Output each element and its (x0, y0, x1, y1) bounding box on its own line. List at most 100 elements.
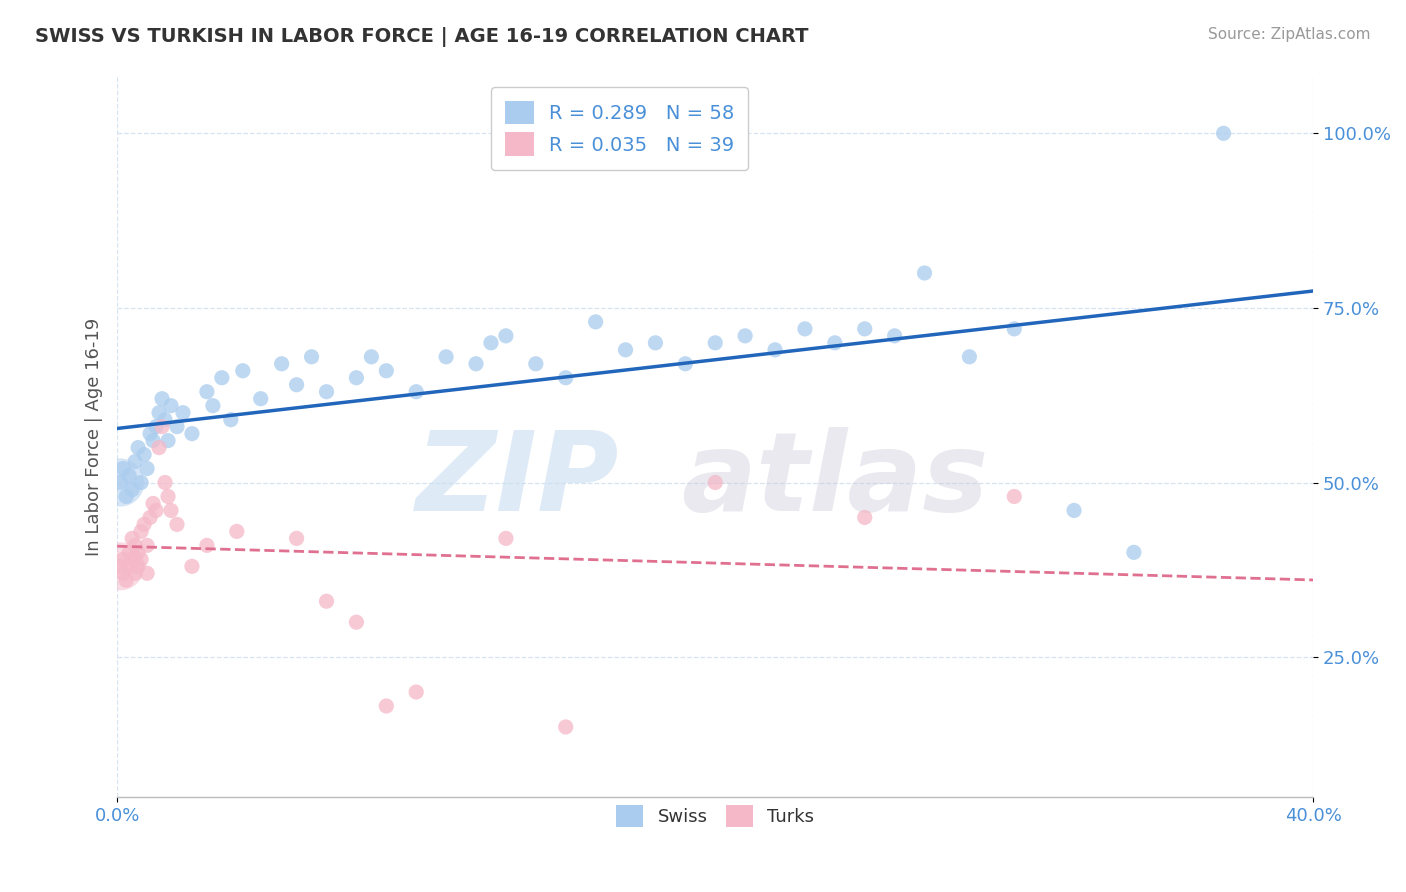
Point (195, 384, 218, 399)
Point (360, 350, 382, 364)
Point (124, 566, 146, 581)
Point (166, 419, 188, 434)
Text: SWISS VS TURKISH IN LABOR FORCE | AGE 16-19 CORRELATION CHART: SWISS VS TURKISH IN LABOR FORCE | AGE 16… (35, 27, 808, 46)
Point (148, 441, 170, 455)
Point (150, 419, 173, 434)
Point (132, 517, 155, 532)
Point (1002, 490, 1025, 504)
Y-axis label: In Labor Force | Age 16-19: In Labor Force | Age 16-19 (86, 318, 103, 557)
Point (554, 720, 576, 734)
Point (108, 559, 131, 574)
Point (763, 343, 786, 357)
Point (118, 468, 141, 483)
Point (853, 322, 876, 336)
Point (585, 315, 607, 329)
Point (160, 503, 183, 517)
Point (145, 503, 167, 517)
Point (794, 322, 817, 336)
Legend: Swiss, Turks: Swiss, Turks (609, 798, 821, 835)
Point (112, 552, 135, 566)
Point (495, 532, 517, 546)
Point (121, 483, 143, 497)
Point (375, 364, 398, 378)
Point (232, 364, 254, 378)
Point (249, 392, 271, 406)
Point (115, 490, 138, 504)
Point (554, 370, 576, 384)
Point (465, 357, 488, 371)
Point (172, 406, 194, 420)
Point (115, 574, 138, 588)
Point (479, 335, 502, 350)
Point (914, 266, 936, 280)
Point (301, 350, 323, 364)
Point (148, 406, 170, 420)
Point (315, 384, 337, 399)
Point (225, 524, 247, 539)
Point (883, 329, 905, 343)
Point (181, 559, 204, 574)
Point (142, 496, 165, 510)
Point (824, 335, 846, 350)
Point (344, 370, 367, 384)
Point (181, 426, 204, 441)
Point (219, 412, 242, 426)
Point (315, 594, 337, 608)
Point (108, 475, 131, 490)
Point (853, 510, 876, 524)
Point (405, 685, 427, 699)
Text: Source: ZipAtlas.com: Source: ZipAtlas.com (1208, 27, 1371, 42)
Point (153, 412, 176, 426)
Point (1063, 503, 1085, 517)
Point (157, 434, 180, 448)
Point (201, 399, 224, 413)
Point (124, 538, 146, 552)
Point (614, 343, 637, 357)
Point (118, 545, 141, 559)
Point (704, 335, 727, 350)
Point (127, 545, 149, 559)
Point (121, 552, 143, 566)
Point (166, 517, 188, 532)
Point (129, 552, 152, 566)
Point (344, 615, 367, 630)
Point (129, 475, 152, 490)
Point (405, 384, 427, 399)
Point (108, 559, 131, 574)
Text: atlas: atlas (681, 426, 988, 533)
Point (644, 335, 666, 350)
Point (434, 350, 457, 364)
Point (153, 475, 176, 490)
Point (285, 377, 308, 392)
Point (142, 434, 165, 448)
Point (127, 559, 149, 574)
Point (118, 559, 141, 574)
Point (524, 357, 547, 371)
Point (136, 461, 159, 475)
Point (136, 538, 159, 552)
Point (957, 350, 980, 364)
Point (127, 441, 149, 455)
Point (132, 448, 155, 462)
Point (139, 426, 162, 441)
Point (108, 475, 131, 490)
Point (270, 357, 292, 371)
Point (285, 532, 308, 546)
Point (129, 524, 152, 539)
Point (121, 532, 143, 546)
Point (195, 538, 218, 552)
Point (160, 399, 183, 413)
Point (136, 566, 159, 581)
Point (673, 357, 696, 371)
Point (150, 392, 173, 406)
Point (734, 329, 756, 343)
Point (211, 370, 233, 384)
Text: ZIP: ZIP (416, 426, 620, 533)
Point (375, 698, 398, 713)
Point (1212, 126, 1234, 140)
Point (495, 329, 517, 343)
Point (704, 475, 727, 490)
Point (112, 566, 135, 581)
Point (157, 490, 180, 504)
Point (1002, 322, 1025, 336)
